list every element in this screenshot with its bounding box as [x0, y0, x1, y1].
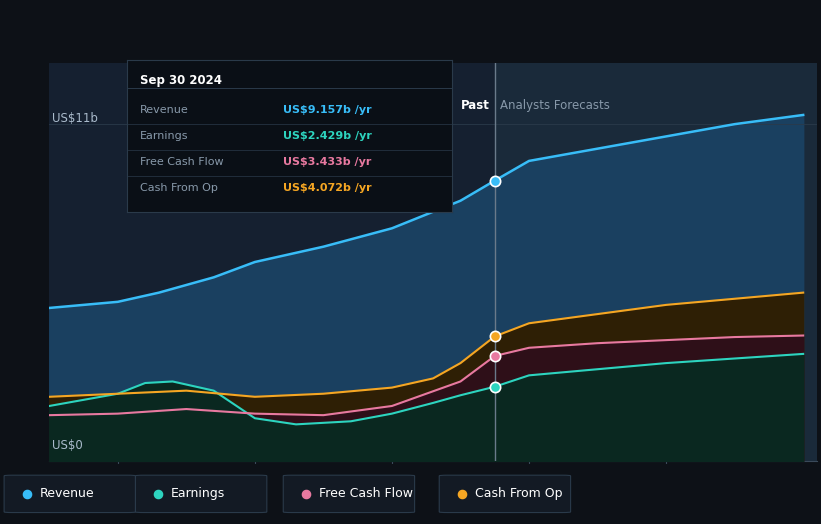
- Text: Cash From Op: Cash From Op: [140, 183, 218, 193]
- Text: US$3.433b /yr: US$3.433b /yr: [283, 157, 371, 167]
- Text: US$11b: US$11b: [52, 112, 98, 125]
- FancyBboxPatch shape: [283, 475, 415, 512]
- Point: [488, 383, 502, 391]
- Point: [152, 489, 165, 498]
- Point: [456, 489, 469, 498]
- Text: Past: Past: [461, 99, 489, 112]
- Text: Free Cash Flow: Free Cash Flow: [140, 157, 224, 167]
- Point: [21, 489, 34, 498]
- Text: Earnings: Earnings: [171, 487, 225, 500]
- FancyBboxPatch shape: [439, 475, 571, 512]
- Text: Sep 30 2024: Sep 30 2024: [140, 74, 222, 87]
- Bar: [495, 63, 817, 461]
- Point: [488, 352, 502, 360]
- Text: Analysts Forecasts: Analysts Forecasts: [500, 99, 610, 112]
- Point: [488, 177, 502, 185]
- Text: Earnings: Earnings: [140, 131, 189, 141]
- FancyBboxPatch shape: [135, 475, 267, 512]
- Text: Cash From Op: Cash From Op: [475, 487, 562, 500]
- Point: [488, 332, 502, 341]
- FancyBboxPatch shape: [4, 475, 135, 512]
- Text: Free Cash Flow: Free Cash Flow: [319, 487, 412, 500]
- Text: US$2.429b /yr: US$2.429b /yr: [283, 131, 372, 141]
- Text: Revenue: Revenue: [140, 105, 189, 115]
- Point: [300, 489, 313, 498]
- Bar: [49, 63, 495, 461]
- Text: US$9.157b /yr: US$9.157b /yr: [283, 105, 372, 115]
- Text: US$0: US$0: [52, 439, 83, 452]
- Text: US$4.072b /yr: US$4.072b /yr: [283, 183, 372, 193]
- Text: Revenue: Revenue: [39, 487, 94, 500]
